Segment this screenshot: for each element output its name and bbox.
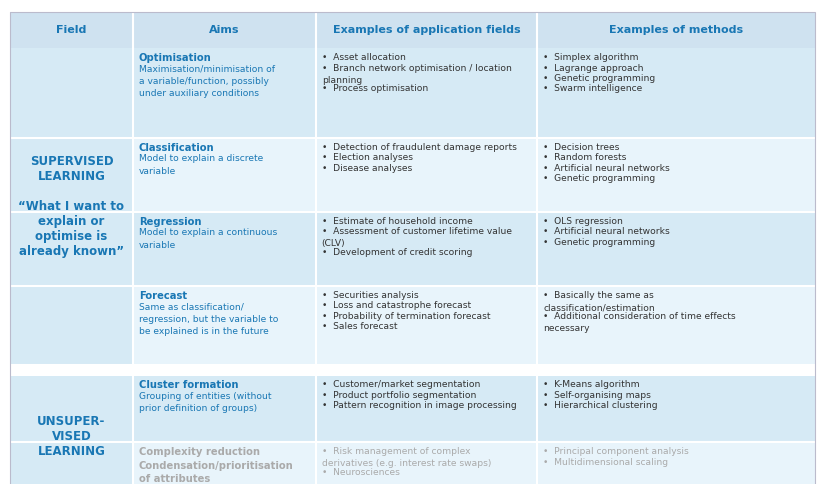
FancyBboxPatch shape bbox=[316, 48, 537, 138]
FancyBboxPatch shape bbox=[133, 286, 316, 365]
FancyBboxPatch shape bbox=[133, 442, 316, 484]
Text: •  Election analyses: • Election analyses bbox=[322, 153, 412, 162]
Text: UNSUPER-
VISED
LEARNING: UNSUPER- VISED LEARNING bbox=[37, 415, 106, 458]
Text: Cluster formation: Cluster formation bbox=[139, 380, 238, 391]
Text: Model to explain a continuous
variable: Model to explain a continuous variable bbox=[139, 228, 277, 250]
Text: Field: Field bbox=[56, 25, 87, 35]
FancyBboxPatch shape bbox=[316, 376, 537, 442]
Text: •  Random forests: • Random forests bbox=[543, 153, 626, 162]
Text: •  Product portfolio segmentation: • Product portfolio segmentation bbox=[322, 391, 476, 400]
Text: •  Swarm intelligence: • Swarm intelligence bbox=[543, 84, 643, 93]
FancyBboxPatch shape bbox=[10, 12, 815, 48]
Text: Same as classification/
regression, but the variable to
be explained is in the f: Same as classification/ regression, but … bbox=[139, 302, 278, 336]
Text: •  Sales forecast: • Sales forecast bbox=[322, 322, 397, 331]
Text: •  Process optimisation: • Process optimisation bbox=[322, 84, 428, 93]
Text: •  Customer/market segmentation: • Customer/market segmentation bbox=[322, 380, 480, 390]
Text: •  Genetic programming: • Genetic programming bbox=[543, 74, 655, 83]
FancyBboxPatch shape bbox=[537, 442, 815, 484]
Text: •  K-Means algorithm: • K-Means algorithm bbox=[543, 380, 639, 390]
Text: •  Neurosciences: • Neurosciences bbox=[322, 468, 399, 477]
Text: •  Assessment of customer lifetime value
(CLV): • Assessment of customer lifetime value … bbox=[322, 227, 512, 248]
Text: •  Decision trees: • Decision trees bbox=[543, 143, 620, 152]
Text: SUPERVISED
LEARNING

“What I want to
explain or
optimise is
already known”: SUPERVISED LEARNING “What I want to expl… bbox=[18, 155, 125, 258]
Text: Complexity reduction
Condensation/prioritisation
of attributes: Complexity reduction Condensation/priori… bbox=[139, 447, 294, 484]
Text: •  Lagrange approach: • Lagrange approach bbox=[543, 63, 644, 73]
Text: Maximisation/minimisation of
a variable/function, possibly
under auxiliary condi: Maximisation/minimisation of a variable/… bbox=[139, 65, 275, 98]
Text: •  Branch network optimisation / location
planning: • Branch network optimisation / location… bbox=[322, 63, 512, 85]
FancyBboxPatch shape bbox=[133, 376, 316, 442]
Text: Forecast: Forecast bbox=[139, 291, 187, 301]
Text: •  Pattern recognition in image processing: • Pattern recognition in image processin… bbox=[322, 401, 516, 410]
Text: •  Multidimensional scaling: • Multidimensional scaling bbox=[543, 458, 668, 467]
Text: Model to explain a discrete
variable: Model to explain a discrete variable bbox=[139, 154, 263, 176]
Text: •  Risk management of complex
derivatives (e.g. interest rate swaps): • Risk management of complex derivatives… bbox=[322, 447, 491, 469]
FancyBboxPatch shape bbox=[537, 138, 815, 212]
Text: •  Self-organising maps: • Self-organising maps bbox=[543, 391, 651, 400]
Text: •  Detection of fraudulent damage reports: • Detection of fraudulent damage reports bbox=[322, 143, 516, 152]
FancyBboxPatch shape bbox=[316, 286, 537, 365]
Text: Classification: Classification bbox=[139, 143, 215, 153]
Text: •  Hierarchical clustering: • Hierarchical clustering bbox=[543, 401, 658, 410]
Text: Regression: Regression bbox=[139, 217, 201, 227]
Text: •  Development of credit scoring: • Development of credit scoring bbox=[322, 248, 472, 257]
Text: •  Principal component analysis: • Principal component analysis bbox=[543, 447, 689, 456]
Text: •  Loss and catastrophe forecast: • Loss and catastrophe forecast bbox=[322, 301, 471, 310]
FancyBboxPatch shape bbox=[537, 376, 815, 442]
Text: •  Artificial neural networks: • Artificial neural networks bbox=[543, 227, 670, 236]
FancyBboxPatch shape bbox=[316, 138, 537, 212]
Text: •  Simplex algorithm: • Simplex algorithm bbox=[543, 53, 639, 62]
Text: •  Basically the same as
classification/estimation: • Basically the same as classification/e… bbox=[543, 291, 655, 312]
Text: •  Additional consideration of time effects
necessary: • Additional consideration of time effec… bbox=[543, 312, 736, 333]
FancyBboxPatch shape bbox=[10, 365, 815, 376]
Text: •  Genetic programming: • Genetic programming bbox=[543, 174, 655, 183]
Text: •  Estimate of household income: • Estimate of household income bbox=[322, 217, 473, 226]
Text: •  Artificial neural networks: • Artificial neural networks bbox=[543, 164, 670, 173]
FancyBboxPatch shape bbox=[133, 138, 316, 212]
Text: •  Probability of termination forecast: • Probability of termination forecast bbox=[322, 312, 490, 321]
FancyBboxPatch shape bbox=[316, 212, 537, 286]
FancyBboxPatch shape bbox=[133, 212, 316, 286]
Text: •  Securities analysis: • Securities analysis bbox=[322, 291, 418, 300]
FancyBboxPatch shape bbox=[133, 48, 316, 138]
Text: Optimisation: Optimisation bbox=[139, 53, 212, 63]
FancyBboxPatch shape bbox=[316, 442, 537, 484]
FancyBboxPatch shape bbox=[10, 376, 133, 484]
FancyBboxPatch shape bbox=[537, 286, 815, 365]
FancyBboxPatch shape bbox=[537, 48, 815, 138]
Text: Examples of application fields: Examples of application fields bbox=[332, 25, 521, 35]
FancyBboxPatch shape bbox=[537, 212, 815, 286]
Text: Grouping of entities (without
prior definition of groups): Grouping of entities (without prior defi… bbox=[139, 392, 271, 413]
Text: •  Asset allocation: • Asset allocation bbox=[322, 53, 406, 62]
Text: •  Disease analyses: • Disease analyses bbox=[322, 164, 412, 173]
Text: Examples of methods: Examples of methods bbox=[609, 25, 743, 35]
FancyBboxPatch shape bbox=[10, 48, 133, 365]
Text: •  OLS regression: • OLS regression bbox=[543, 217, 623, 226]
Text: •  Genetic programming: • Genetic programming bbox=[543, 238, 655, 247]
Text: Aims: Aims bbox=[210, 25, 240, 35]
